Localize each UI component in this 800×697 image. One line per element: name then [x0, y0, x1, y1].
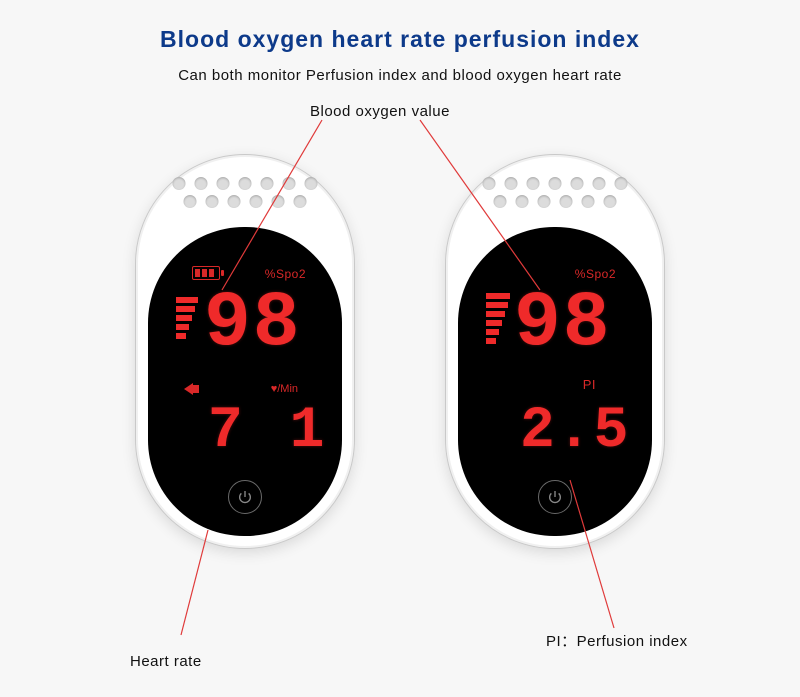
annot-pi: PI：Perfusion index [546, 630, 688, 651]
annot-spo2: Blood oxygen value [310, 103, 450, 120]
oximeter-right: %Spo2 98 PI 2.5 [445, 154, 665, 549]
device-row: %Spo2 98 ♥/Min 7 1 %Spo2 98 PI 2.5 [0, 154, 800, 549]
power-icon [237, 489, 253, 505]
page-title: Blood oxygen heart rate perfusion index [0, 0, 800, 53]
bar-graph [486, 293, 510, 344]
page-subtitle: Can both monitor Perfusion index and blo… [0, 67, 800, 84]
bar-graph [176, 297, 198, 339]
pi-label: PI [583, 377, 596, 392]
power-button[interactable] [538, 480, 572, 514]
battery-icon [192, 266, 220, 280]
heart-per-min-label: ♥/Min [271, 383, 298, 395]
oximeter-left: %Spo2 98 ♥/Min 7 1 [135, 154, 355, 549]
heart-rate-value: 7 1 [208, 403, 330, 461]
oled-screen: %Spo2 98 PI 2.5 [458, 227, 652, 536]
spo2-value: 98 [204, 285, 302, 363]
speaker-grille [173, 177, 318, 208]
spo2-value: 98 [514, 285, 612, 363]
speaker-grille [483, 177, 628, 208]
oled-screen: %Spo2 98 ♥/Min 7 1 [148, 227, 342, 536]
speaker-on-icon [184, 383, 193, 395]
power-icon [547, 489, 563, 505]
spo2-label: %Spo2 [575, 267, 616, 281]
pi-value: 2.5 [520, 403, 630, 461]
power-button[interactable] [228, 480, 262, 514]
annot-heart-rate: Heart rate [130, 653, 202, 670]
spo2-label: %Spo2 [265, 267, 306, 281]
